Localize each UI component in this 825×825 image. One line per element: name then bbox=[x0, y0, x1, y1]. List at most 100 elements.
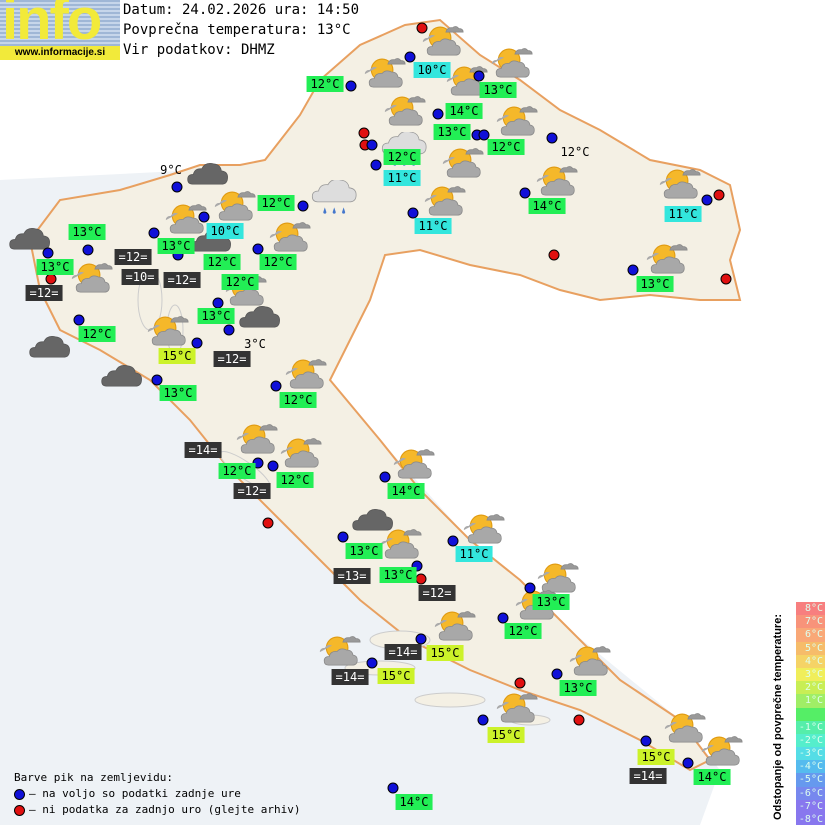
temperature-label[interactable]: 11°C bbox=[455, 546, 493, 562]
station-dot-blue[interactable] bbox=[267, 460, 279, 472]
temperature-label[interactable]: =12= bbox=[163, 272, 201, 288]
temperature-label[interactable]: 13°C bbox=[159, 385, 197, 401]
temperature-label[interactable]: 12°C bbox=[487, 139, 525, 155]
temperature-label[interactable]: =12= bbox=[233, 483, 271, 499]
station-dot-red[interactable] bbox=[548, 249, 560, 261]
temperature-label[interactable]: 9°C bbox=[160, 163, 182, 177]
station-dot-blue[interactable] bbox=[415, 633, 427, 645]
station-dot-blue[interactable] bbox=[82, 244, 94, 256]
temperature-label[interactable]: 15°C bbox=[637, 749, 675, 765]
station-dot-blue[interactable] bbox=[370, 159, 382, 171]
temperature-label[interactable]: 15°C bbox=[158, 348, 196, 364]
temperature-label[interactable]: 13°C bbox=[559, 680, 597, 696]
temperature-label[interactable]: =12= bbox=[25, 285, 63, 301]
station-dot-blue[interactable] bbox=[432, 108, 444, 120]
temperature-label[interactable]: 13°C bbox=[532, 594, 570, 610]
temperature-label[interactable]: =12= bbox=[213, 351, 251, 367]
temperature-label[interactable]: 12°C bbox=[203, 254, 241, 270]
temperature-label[interactable]: 13°C bbox=[379, 567, 417, 583]
station-dot-blue[interactable] bbox=[148, 227, 160, 239]
station-dot-blue[interactable] bbox=[297, 200, 309, 212]
temperature-label[interactable]: 11°C bbox=[383, 170, 421, 186]
logo[interactable]: info www.informacije.si bbox=[0, 0, 120, 60]
station-dot-blue[interactable] bbox=[345, 80, 357, 92]
station-dot-blue[interactable] bbox=[682, 757, 694, 769]
temperature-label[interactable]: =13= bbox=[333, 568, 371, 584]
temperature-label[interactable]: 12°C bbox=[78, 326, 116, 342]
station-dot-blue[interactable] bbox=[477, 714, 489, 726]
station-dot-blue[interactable] bbox=[627, 264, 639, 276]
station-dot-blue[interactable] bbox=[551, 668, 563, 680]
temperature-label[interactable]: =14= bbox=[184, 442, 222, 458]
temperature-label[interactable]: =12= bbox=[418, 585, 456, 601]
station-dot-blue[interactable] bbox=[171, 181, 183, 193]
station-dot-red[interactable] bbox=[358, 127, 370, 139]
station-dot-blue[interactable] bbox=[524, 582, 536, 594]
temperature-label[interactable]: 14°C bbox=[387, 483, 425, 499]
station-dot-red[interactable] bbox=[415, 573, 427, 585]
station-dot-blue[interactable] bbox=[42, 247, 54, 259]
station-dot-red[interactable] bbox=[713, 189, 725, 201]
temperature-label[interactable]: 13°C bbox=[157, 238, 195, 254]
temperature-label[interactable]: =12= bbox=[114, 249, 152, 265]
station-dot-blue[interactable] bbox=[497, 612, 509, 624]
temperature-label[interactable]: 13°C bbox=[479, 82, 517, 98]
station-dot-blue[interactable] bbox=[198, 211, 210, 223]
station-dot-blue[interactable] bbox=[270, 380, 282, 392]
station-dot-blue[interactable] bbox=[478, 129, 490, 141]
temperature-label[interactable]: =14= bbox=[331, 669, 369, 685]
station-dot-blue[interactable] bbox=[701, 194, 713, 206]
station-dot-red[interactable] bbox=[45, 273, 57, 285]
temperature-label[interactable]: 12°C bbox=[276, 472, 314, 488]
temperature-label[interactable]: 12°C bbox=[504, 623, 542, 639]
station-dot-red[interactable] bbox=[573, 714, 585, 726]
temperature-label[interactable]: 12°C bbox=[218, 463, 256, 479]
temperature-label[interactable]: 14°C bbox=[693, 769, 731, 785]
station-dot-blue[interactable] bbox=[411, 560, 423, 572]
station-dot-blue[interactable] bbox=[366, 139, 378, 151]
temperature-label[interactable]: 15°C bbox=[426, 645, 464, 661]
station-dot-blue[interactable] bbox=[640, 735, 652, 747]
temperature-label[interactable]: 12°C bbox=[221, 274, 259, 290]
temperature-label[interactable]: 15°C bbox=[487, 727, 525, 743]
station-dot-blue[interactable] bbox=[212, 297, 224, 309]
station-dot-blue[interactable] bbox=[73, 314, 85, 326]
station-dot-blue[interactable] bbox=[366, 657, 378, 669]
station-dot-blue[interactable] bbox=[223, 324, 235, 336]
temperature-label[interactable]: 11°C bbox=[664, 206, 702, 222]
temperature-label[interactable]: 11°C bbox=[414, 218, 452, 234]
station-dot-red[interactable] bbox=[514, 677, 526, 689]
station-dot-blue[interactable] bbox=[407, 207, 419, 219]
station-dot-blue[interactable] bbox=[447, 535, 459, 547]
temperature-label[interactable]: =14= bbox=[629, 768, 667, 784]
temperature-label[interactable]: 12°C bbox=[259, 254, 297, 270]
temperature-label[interactable]: 15°C bbox=[377, 668, 415, 684]
station-dot-blue[interactable] bbox=[191, 337, 203, 349]
station-dot-blue[interactable] bbox=[337, 531, 349, 543]
station-dot-blue[interactable] bbox=[379, 471, 391, 483]
station-dot-blue[interactable] bbox=[519, 187, 531, 199]
temperature-label[interactable]: =14= bbox=[384, 644, 422, 660]
temperature-label[interactable]: 13°C bbox=[36, 259, 74, 275]
station-dot-blue[interactable] bbox=[252, 243, 264, 255]
temperature-label[interactable]: 13°C bbox=[636, 276, 674, 292]
temperature-label[interactable]: 10°C bbox=[206, 223, 244, 239]
station-dot-blue[interactable] bbox=[151, 374, 163, 386]
station-dot-blue[interactable] bbox=[473, 70, 485, 82]
temperature-label[interactable]: 12°C bbox=[560, 145, 590, 159]
station-dot-red[interactable] bbox=[416, 22, 428, 34]
temperature-label[interactable]: 12°C bbox=[257, 195, 295, 211]
station-dot-blue[interactable] bbox=[404, 51, 416, 63]
temperature-label[interactable]: 12°C bbox=[383, 149, 421, 165]
temperature-label[interactable]: 14°C bbox=[395, 794, 433, 810]
temperature-label[interactable]: 3°C bbox=[244, 337, 266, 351]
station-dot-blue[interactable] bbox=[546, 132, 558, 144]
logo-url[interactable]: www.informacije.si bbox=[0, 46, 120, 60]
temperature-label[interactable]: 13°C bbox=[68, 224, 106, 240]
temperature-label[interactable]: 12°C bbox=[279, 392, 317, 408]
station-dot-red[interactable] bbox=[720, 273, 732, 285]
temperature-label[interactable]: 14°C bbox=[445, 103, 483, 119]
temperature-label[interactable]: 10°C bbox=[413, 62, 451, 78]
station-dot-blue[interactable] bbox=[387, 782, 399, 794]
temperature-label[interactable]: =10= bbox=[121, 269, 159, 285]
